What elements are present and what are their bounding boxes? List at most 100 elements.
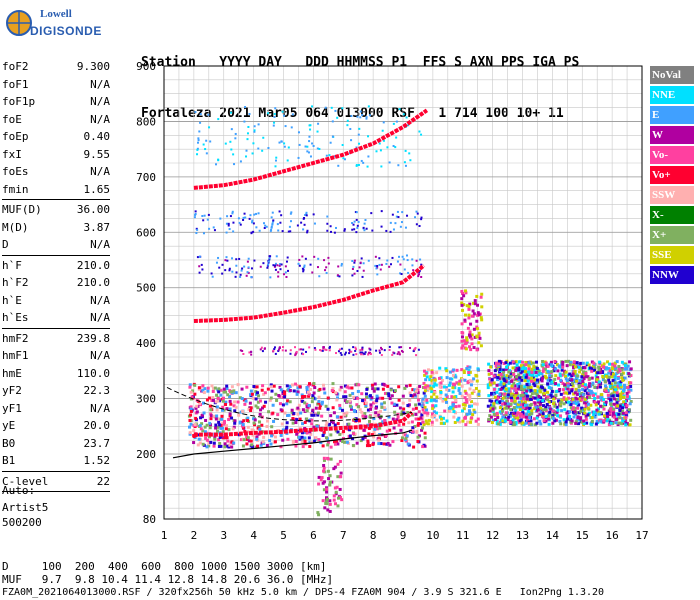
echo-pixel [473, 335, 477, 339]
echo-pixel [530, 376, 534, 380]
echo-pixel [617, 364, 621, 368]
echo-pixel [246, 260, 249, 263]
echo-pixel [404, 384, 408, 388]
echo-pixel [328, 154, 331, 157]
echo-pixel [420, 133, 423, 136]
echo-pixel [375, 349, 378, 352]
echo-pixel [552, 397, 556, 401]
echo-pixel [250, 353, 253, 356]
echo-pixel [506, 393, 510, 397]
echo-pixel [373, 387, 377, 391]
echo-pixel [348, 393, 352, 397]
echo-pixel [467, 368, 471, 372]
echo-pixel [419, 258, 422, 261]
echo-pixel [464, 341, 468, 345]
echo-pixel [628, 423, 632, 427]
echo-pixel [450, 395, 454, 399]
echo-pixel [196, 443, 200, 447]
echo-pixel [572, 366, 576, 370]
echo-pixel [439, 390, 443, 394]
echo-pixel [283, 142, 286, 145]
echo-pixel [530, 411, 534, 415]
echo-pixel [198, 424, 202, 428]
legend-item-nne: NNE [650, 86, 694, 104]
echo-pixel [328, 474, 332, 478]
echo-pixel [304, 257, 307, 260]
echo-pixel [580, 406, 584, 410]
echo-pixel [501, 409, 505, 413]
echo-pixel [259, 265, 262, 268]
echo-pixel [276, 223, 279, 226]
param-row: foF2 9.300 [2, 58, 110, 76]
echo-pixel [577, 365, 581, 369]
echo-pixel [475, 319, 479, 323]
echo-pixel [399, 263, 402, 266]
echo-pixel [501, 368, 505, 372]
echo-pixel [575, 397, 579, 401]
echo-pixel [583, 385, 587, 389]
echo-pixel [414, 389, 418, 393]
echo-pixel [269, 396, 273, 400]
echo-pixel [498, 422, 502, 426]
echo-pixel [383, 407, 387, 411]
param-row: h`F2 210.0 [2, 274, 110, 292]
echo-pixel [570, 408, 574, 412]
echo-pixel [569, 360, 573, 364]
echo-pixel [441, 421, 445, 425]
legend-item-x: X+ [650, 226, 694, 244]
echo-pixel [603, 402, 607, 406]
echo-pixel [604, 384, 608, 388]
echo-pixel [339, 471, 343, 475]
echo-pixel [451, 390, 455, 394]
param-value: N/A [90, 95, 110, 108]
echo-pixel [305, 387, 309, 391]
echo-pixel [362, 269, 365, 272]
echo-pixel [621, 420, 625, 424]
echo-pixel [404, 433, 408, 437]
echo-pixel [568, 388, 572, 392]
echo-pixel [340, 264, 343, 267]
echo-pixel [196, 147, 199, 150]
echo-pixel [496, 413, 500, 417]
echo-pixel [477, 392, 481, 396]
echo-pixel [317, 513, 321, 517]
echo-pixel [355, 353, 358, 356]
echo-pixel [539, 396, 543, 400]
echo-pixel [303, 264, 306, 267]
param-value: N/A [90, 401, 110, 415]
echo-pixel [614, 366, 618, 370]
param-row: D N/A [2, 236, 110, 254]
echo-pixel [224, 269, 227, 272]
echo-pixel [431, 406, 435, 410]
echo-pixel [461, 291, 465, 295]
echo-pixel [326, 396, 330, 400]
echo-pixel [205, 139, 208, 142]
echo-pixel [245, 385, 249, 389]
echo-pixel [511, 366, 515, 370]
echo-pixel [522, 373, 526, 377]
echo-pixel [323, 391, 327, 395]
echo-pixel [321, 434, 325, 438]
echo-pixel [442, 385, 446, 389]
echo-pixel [246, 430, 250, 434]
echo-pixel [597, 380, 601, 384]
echo-pixel [326, 443, 330, 447]
echo-pixel [530, 370, 534, 374]
echo-pixel [320, 414, 324, 418]
echo-pixel [214, 400, 218, 404]
echo-pixel [495, 383, 499, 387]
echo-pixel [510, 392, 514, 396]
echo-pixel [476, 327, 480, 331]
echo-pixel [229, 140, 232, 143]
echo-pixel [403, 268, 406, 271]
echo-pixel [504, 375, 508, 379]
echo-pixel [368, 415, 372, 419]
echo-pixel [514, 394, 518, 398]
echo-pixel [233, 409, 237, 413]
echo-pixel [430, 420, 434, 424]
echo-pixel [339, 438, 343, 442]
echo-pixel [629, 367, 633, 371]
echo-pixel [336, 475, 340, 479]
echo-pixel [198, 255, 201, 258]
echo-pixel [397, 423, 401, 427]
